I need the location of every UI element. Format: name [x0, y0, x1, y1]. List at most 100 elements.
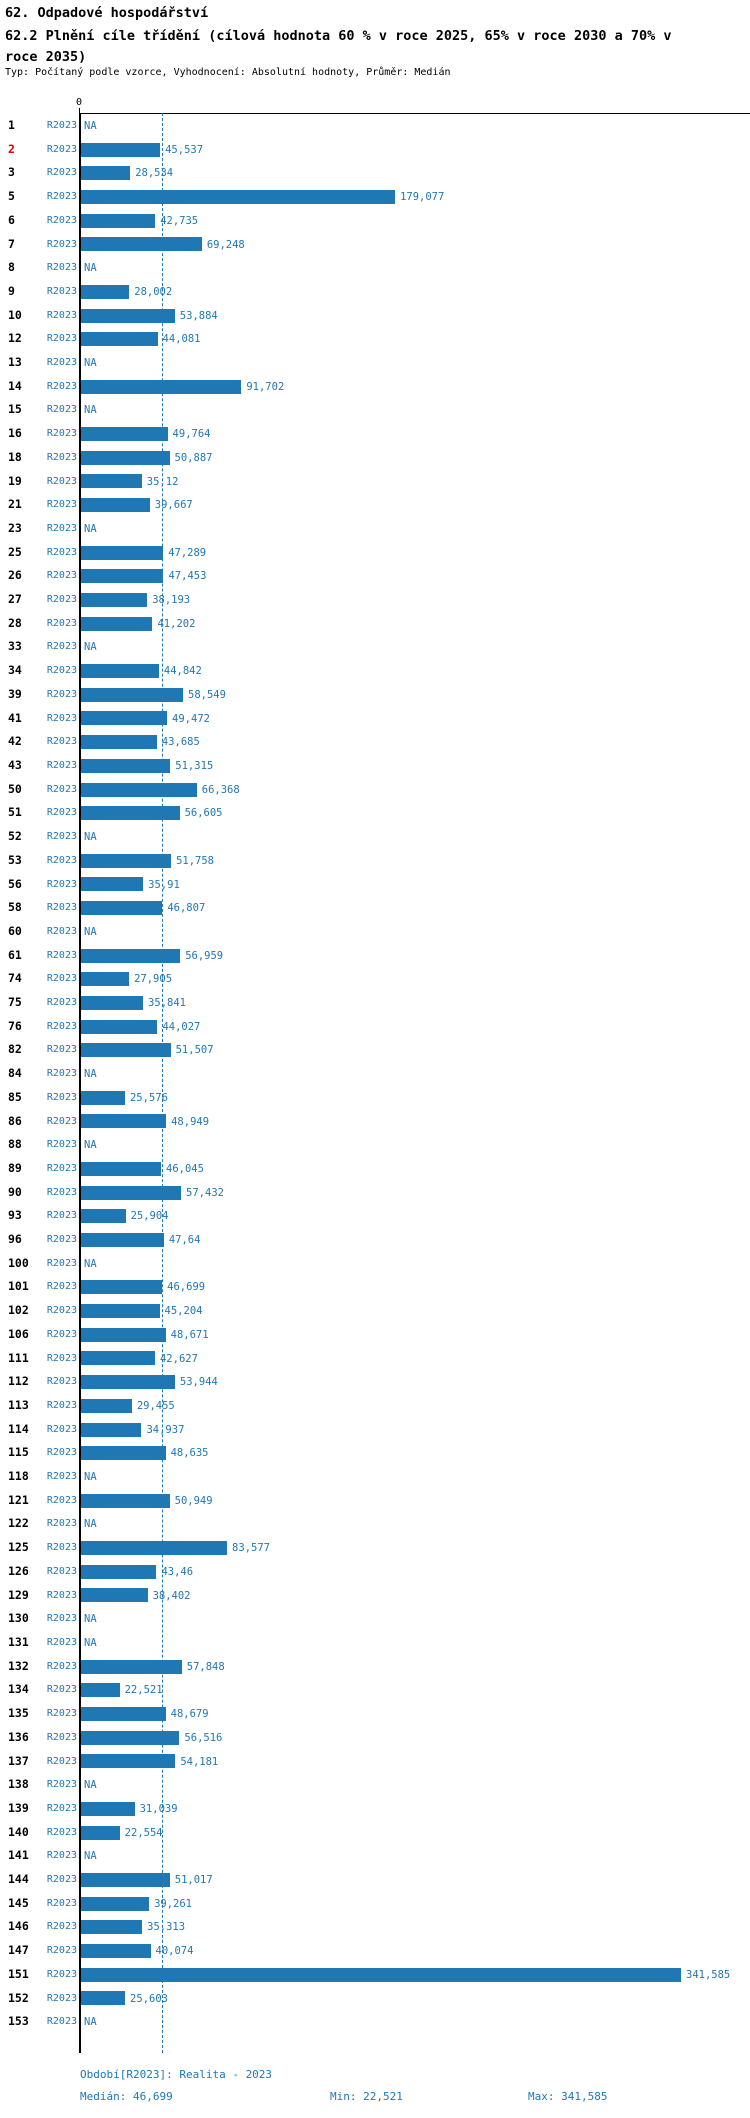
chart-row: 23 R2023 NA	[0, 517, 750, 541]
period-label: R2023	[46, 688, 77, 700]
row-number: 34	[8, 663, 22, 678]
row-number: 122	[8, 1516, 29, 1531]
row-number: 130	[8, 1611, 29, 1626]
period-label: R2023	[46, 712, 77, 724]
period-label: R2023	[46, 1755, 77, 1767]
value-label: 49,472	[172, 712, 210, 725]
period-label: R2023	[46, 1968, 77, 1980]
period-label: R2023	[46, 902, 77, 914]
row-number: 3	[8, 165, 15, 180]
value-label: 25,576	[129, 1091, 168, 1104]
value-label: 51,507	[175, 1044, 214, 1057]
value-bar	[80, 711, 168, 726]
period-label: R2023	[46, 1471, 77, 1483]
period-label: R2023	[46, 1020, 77, 1032]
row-number: 139	[8, 1800, 29, 1815]
chart-row: 100 R2023 NA	[0, 1252, 750, 1276]
row-number: 126	[8, 1563, 29, 1578]
chart-row: 13 R2023 NA	[0, 351, 750, 375]
period-label: R2023	[46, 120, 77, 131]
row-number: 132	[8, 1658, 29, 1673]
row-number: 56	[8, 876, 22, 891]
value-bar	[80, 1375, 175, 1390]
value-bar	[80, 1754, 176, 1769]
row-number: 100	[8, 1255, 29, 1270]
chart-row: 122 R2023 NA	[0, 1512, 750, 1536]
period-label: R2023	[46, 1613, 77, 1625]
na-label: NA	[84, 1257, 97, 1270]
chart-row: 82 R2023 51,507	[0, 1038, 750, 1062]
value-label: 39,667	[154, 499, 193, 512]
period-label: R2023	[46, 1352, 77, 1364]
value-label: 56,959	[185, 949, 224, 962]
na-label: NA	[84, 1637, 97, 1649]
row-number: 113	[8, 1397, 29, 1412]
period-label: R2023	[46, 1257, 77, 1269]
row-number: 106	[8, 1326, 29, 1341]
chart-row: 121 R2023 50,949	[0, 1489, 750, 1513]
period-label: R2023	[46, 357, 77, 369]
value-label: 49,764	[172, 428, 211, 441]
chart-row: 50 R2023 66,368	[0, 778, 750, 802]
value-label: 56,516	[184, 1731, 223, 1744]
period-label: R2023	[46, 1328, 77, 1340]
value-bar	[80, 1304, 160, 1319]
value-bar	[80, 592, 148, 607]
value-bar	[80, 332, 158, 347]
value-label: 29,455	[136, 1399, 175, 1412]
chart-row: 147 R2023 40,074	[0, 1939, 750, 1963]
row-number: 21	[8, 497, 22, 512]
row-number: 14	[8, 378, 22, 393]
value-label: 28,002	[134, 285, 173, 298]
period-label: R2023	[46, 570, 77, 582]
row-number: 114	[8, 1421, 29, 1436]
value-bar	[80, 972, 130, 987]
value-label: 48,635	[170, 1447, 209, 1460]
period-label: R2023	[46, 1945, 77, 1957]
row-number: 51	[8, 805, 22, 820]
period-label: R2023	[46, 1044, 77, 1056]
row-number: 93	[8, 1208, 22, 1223]
value-bar	[80, 237, 202, 252]
row-number: 131	[8, 1635, 29, 1649]
period-label: R2023	[46, 1281, 77, 1293]
row-number: 84	[8, 1066, 22, 1081]
chart-row: 151 R2023 341,585	[0, 1963, 750, 1987]
value-label: 40,074	[155, 1945, 194, 1958]
row-number: 101	[8, 1279, 29, 1294]
chart-row: 114 R2023 34,937	[0, 1418, 750, 1442]
row-number: 41	[8, 710, 22, 725]
value-label: 50,949	[174, 1494, 213, 1507]
period-label: R2023	[46, 1589, 77, 1601]
chart-row: 41 R2023 49,472	[0, 707, 750, 731]
period-label: R2023	[46, 1399, 77, 1411]
value-bar	[80, 1185, 182, 1200]
chart-row: 138 R2023 NA	[0, 1773, 750, 1797]
row-number: 39	[8, 686, 22, 701]
row-number: 135	[8, 1706, 29, 1721]
row-number: 5	[8, 189, 15, 204]
value-bar	[80, 901, 163, 916]
chart-row: 144 R2023 51,017	[0, 1868, 750, 1892]
value-label: 58,549	[188, 688, 226, 701]
row-number: 12	[8, 331, 22, 346]
period-label: R2023	[46, 1115, 77, 1127]
chart-row: 74 R2023 27,905	[0, 967, 750, 991]
chart-row: 52 R2023 NA	[0, 825, 750, 849]
value-label: 48,671	[170, 1328, 209, 1341]
chart-row: 84 R2023 NA	[0, 1062, 750, 1086]
period-label: R2023	[46, 1447, 77, 1459]
chart-row: 15 R2023 NA	[0, 398, 750, 422]
value-label: 44,842	[163, 665, 202, 678]
row-number: 147	[8, 1943, 29, 1958]
chart-row: 34 R2023 44,842	[0, 659, 750, 683]
period-label: R2023	[46, 1518, 77, 1530]
na-label: NA	[84, 1068, 97, 1081]
row-number: 140	[8, 1824, 29, 1839]
chart-row: 42 R2023 43,685	[0, 730, 750, 754]
period-label: R2023	[46, 1542, 77, 1554]
value-bar	[80, 1541, 228, 1556]
period-label: R2023	[46, 380, 77, 392]
chart-row: 18 R2023 50,887	[0, 446, 750, 470]
value-label: 34,937	[146, 1423, 185, 1436]
